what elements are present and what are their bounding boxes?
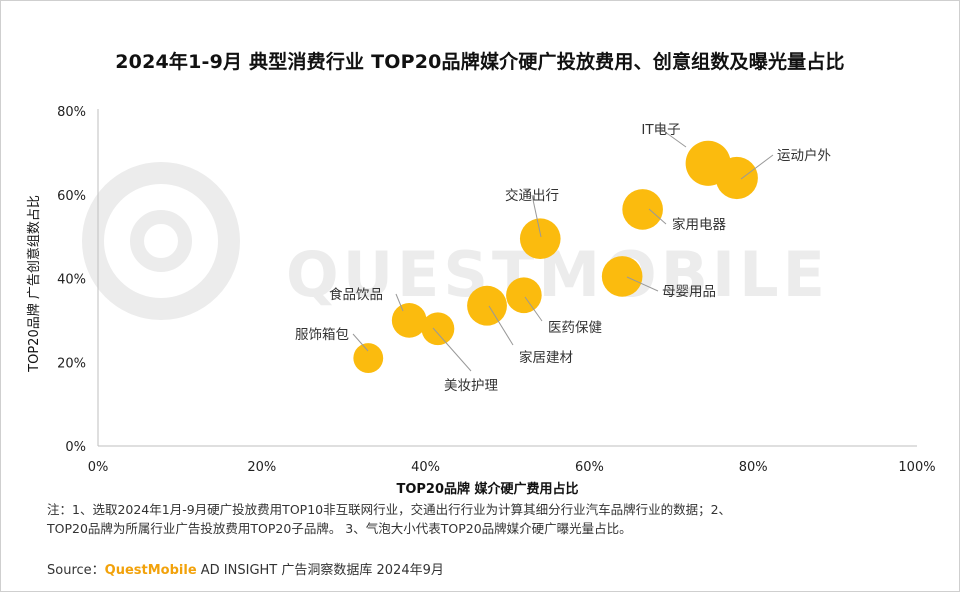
x-tick-label: 0%	[88, 460, 109, 475]
bubble-point	[506, 277, 542, 314]
bubble-label: 家用电器	[672, 216, 726, 233]
x-axis-title: TOP20品牌 媒介硬广费用占比	[396, 481, 578, 497]
bubble-label: 服饰箱包	[295, 327, 349, 343]
bubbles-layer	[353, 140, 758, 373]
y-axis-title: TOP20品牌 广告创意组数占比	[26, 195, 42, 373]
bubble-label: 医药保健	[548, 320, 602, 336]
bubble-label: 运动户外	[777, 147, 831, 164]
chart-title: 2024年1-9月 典型消费行业 TOP20品牌媒介硬广投放费用、创意组数及曝光…	[115, 51, 845, 73]
bubble-leader-line	[352, 333, 369, 352]
x-tick-label: 40%	[411, 460, 440, 475]
bubble-label: 食品饮品	[329, 286, 383, 303]
x-tick-label: 100%	[898, 460, 935, 475]
watermark-ring-inner	[130, 210, 192, 272]
bubble-leader-line	[660, 128, 687, 148]
source-prefix: Source：	[47, 563, 105, 578]
bubble-leader-line	[531, 194, 542, 238]
bubble-leader-line	[524, 296, 543, 322]
source-brand: QuestMobile	[104, 563, 197, 578]
bubble-label: IT电子	[641, 122, 680, 138]
source-line: Source：QuestMobile AD INSIGHT 广告洞察数据库 20…	[47, 559, 444, 578]
bubble-point	[467, 285, 507, 326]
bubble-leader-line	[626, 276, 659, 292]
bubble-leader-line	[432, 327, 472, 372]
y-tick-label: 40%	[57, 273, 86, 288]
bubble-leader-line	[488, 305, 514, 346]
bubble-label: 交通出行	[505, 187, 559, 204]
bubble-point	[622, 189, 663, 230]
bubble-label: 家居建材	[519, 349, 573, 366]
source-suffix: AD INSIGHT 广告洞察数据库 2024年9月	[196, 563, 444, 578]
bubble-leader-line	[740, 154, 774, 180]
note-line-1: 注：1、选取2024年1月-9月硬广投放费用TOP10非互联网行业，交通出行行业…	[47, 502, 732, 517]
axes: 0% 20% 40% 60% 80% 100% 0% 20% 40% 60% 80% TOP20品牌 …	[26, 105, 936, 497]
bubble-leader-line	[648, 208, 667, 225]
bubble-point	[353, 343, 384, 373]
y-tick-label: 60%	[57, 189, 86, 204]
bubble-leader-line	[395, 293, 404, 312]
watermark-ring-outer	[82, 162, 240, 320]
x-tick-label: 60%	[575, 460, 604, 475]
y-tick-label: 20%	[57, 356, 86, 371]
bubble-point	[421, 312, 455, 346]
bubble-point	[391, 303, 427, 338]
bubble-label: 母婴用品	[662, 284, 716, 300]
bubble-point	[715, 156, 758, 200]
y-tick-label: 80%	[57, 105, 86, 120]
x-tick-label: 80%	[739, 460, 768, 475]
watermark: QUESTMOBILE	[82, 162, 825, 320]
x-tick-label: 20%	[247, 460, 276, 475]
bubble-label: 美妆护理	[444, 378, 498, 394]
bubble-point	[519, 218, 561, 260]
y-tick-label: 0%	[65, 440, 86, 455]
note-line-2: TOP20品牌为所属行业广告投放费用TOP20子品牌。 3、气泡大小代表TOP2…	[47, 521, 632, 536]
bubble-point	[601, 256, 643, 297]
